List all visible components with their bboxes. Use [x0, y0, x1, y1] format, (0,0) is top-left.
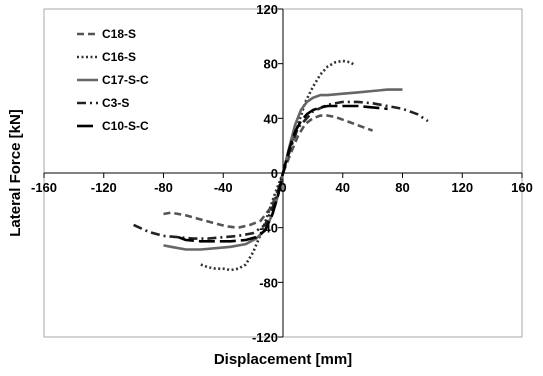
x-tick-label: 160 [511, 180, 533, 195]
x-tick-label: 0 [279, 180, 286, 195]
y-tick-label: 120 [256, 2, 278, 17]
x-tick-label: -80 [154, 180, 173, 195]
y-tick-label: -120 [252, 330, 278, 345]
legend-label: C18-S [102, 27, 136, 41]
x-tick-label: 120 [451, 180, 473, 195]
x-axis-title: Displacement [mm] [214, 351, 352, 368]
x-tick-label: -160 [31, 180, 57, 195]
x-tick-label: -40 [214, 180, 233, 195]
x-tick-label: 40 [336, 180, 350, 195]
y-tick-label: -80 [259, 275, 278, 290]
y-tick-label: 80 [264, 57, 278, 72]
x-tick-label: 80 [395, 180, 409, 195]
x-tick-label: -120 [91, 180, 117, 195]
legend: C18-S C16-S C17-S-C C3-S C10-S-C [77, 27, 149, 133]
legend-label: C16-S [102, 50, 136, 64]
series-line-c16-s [200, 59, 356, 272]
series-group [133, 59, 429, 272]
y-tick-label: 0 [271, 166, 278, 181]
series-line-c10-s-c [177, 104, 388, 243]
y-tick-label: 40 [264, 111, 278, 126]
x-ticks: -160 -120 -80 -40 0 40 80 120 160 [31, 173, 533, 195]
legend-label: C3-S [102, 96, 129, 110]
y-axis-title: Lateral Force [kN] [7, 109, 24, 237]
legend-label: C17-S-C [102, 73, 149, 87]
legend-label: C10-S-C [102, 119, 149, 133]
